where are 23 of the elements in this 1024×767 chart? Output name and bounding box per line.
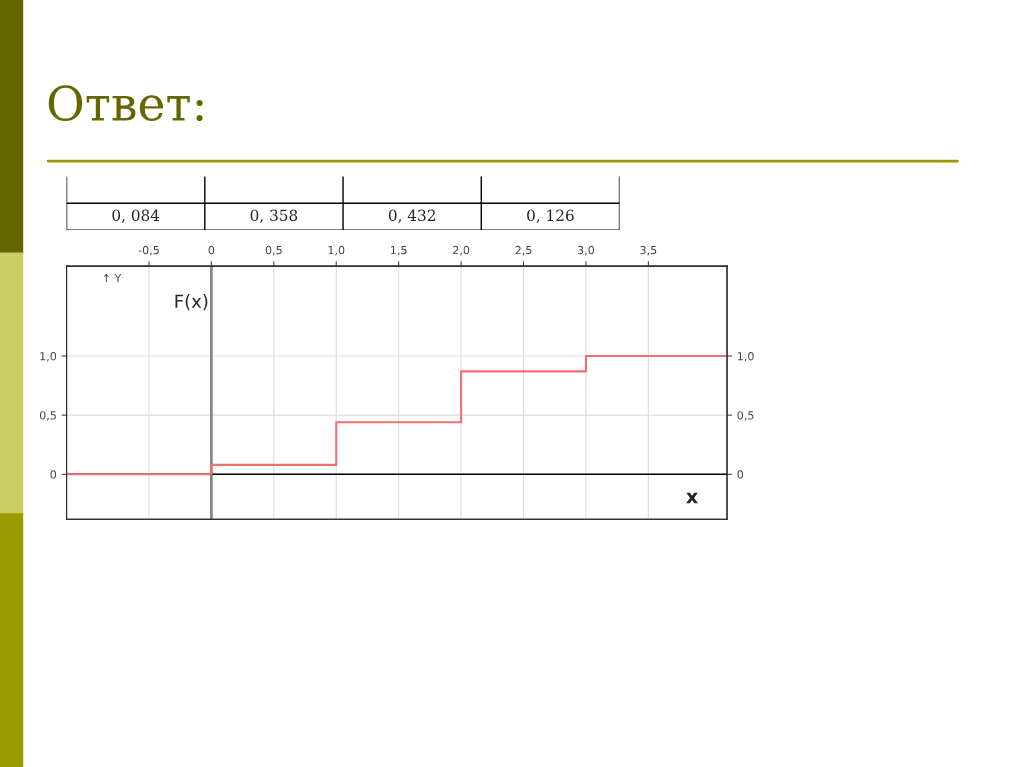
y-axis-title: F(x)	[175, 294, 208, 311]
x-axis-title: x	[686, 492, 699, 504]
y-tick-label: 0,5	[39, 411, 56, 421]
y-tick-label: 1,0	[40, 352, 57, 362]
x-tick-label: 3,0	[577, 245, 595, 256]
y2-tick-label: 0	[737, 470, 744, 479]
y-tick-label: 0	[50, 470, 57, 479]
x-tick-label: 0,5	[265, 245, 282, 256]
text: 0, 084	[112, 209, 160, 223]
x-tick-label: 3,5	[640, 245, 657, 256]
x-tick-label: 2,0	[453, 245, 470, 256]
chart-title: Ответ:	[48, 85, 203, 122]
x-tick-label: 1,5	[391, 246, 407, 256]
text: 0, 432	[388, 209, 435, 223]
x-tick-label: 2,5	[515, 245, 532, 256]
annotation: ↑ Y	[103, 274, 122, 283]
x-tick-label: 0	[208, 245, 215, 255]
text: 0, 126	[527, 209, 574, 223]
y2-tick-label: 1,0	[737, 352, 754, 362]
text: 0, 358	[250, 209, 298, 223]
x-tick-label: -0,5	[138, 245, 159, 256]
x-tick-label: 1,0	[328, 245, 345, 256]
y2-tick-label: 0,5	[737, 411, 754, 421]
